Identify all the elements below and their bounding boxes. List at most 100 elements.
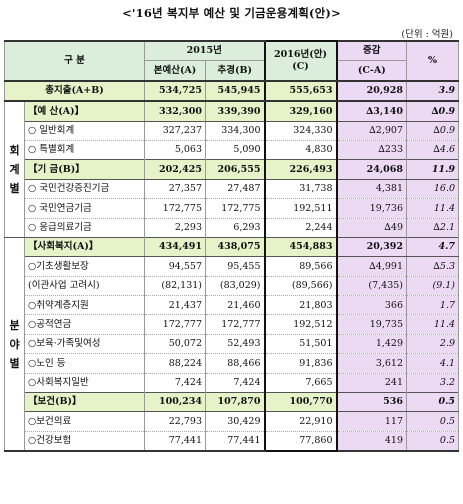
cell-percent: 2.9 [406, 333, 460, 355]
cell-percent: 11.4 [406, 314, 460, 335]
cell-budget: 94,557 [144, 256, 207, 277]
cell-budget: 534,725 [144, 80, 207, 103]
cell-supplementary: 77,441 [205, 430, 266, 453]
cell-2016: 555,653 [263, 80, 338, 103]
row-label: 【보건(B)】 [23, 392, 146, 413]
row-label: ○보육·가족및여성 [23, 333, 146, 355]
budget-table: 구 분 2015년 2016년(안) (C) 증감 % 본예산(A) 추경(B)… [3, 40, 460, 453]
cell-2016: 77,860 [263, 430, 338, 453]
cell-change: 20,928 [336, 80, 408, 103]
header-change-formula: (C-A) [336, 60, 408, 82]
cell-budget: 88,224 [144, 353, 207, 374]
table-title: <'16년 복지부 예산 및 기금운용계획(안)> [122, 6, 341, 20]
cell-percent: 16.0 [406, 178, 460, 200]
cell-2016: 21,803 [263, 295, 338, 316]
table-row: ○ 일반회계 327,237 334,300 324,330 ∆2,907 ∆0… [5, 120, 460, 141]
cell-2016: 226,493 [263, 159, 338, 180]
row-label: ○ 특별회계 [23, 139, 146, 161]
table-row: ○노인 등 88,224 88,466 91,836 3,612 4.1 [5, 353, 460, 374]
header-2016: 2016년(안) (C) [263, 40, 338, 82]
header-category: 구 분 [3, 40, 146, 82]
cell-2016: 2,244 [263, 217, 338, 238]
cell-supplementary: 21,460 [205, 295, 266, 316]
cell-change: ∆2,907 [336, 120, 408, 141]
cell-change: 24,068 [336, 159, 408, 180]
cell-percent: ∆2.1 [406, 217, 460, 238]
table-row: 분야별 【사회복지(A)】 434,491 438,075 454,883 20… [4, 236, 460, 453]
row-label: (이관사업 고려시) [23, 275, 146, 297]
cell-change: ∆233 [336, 139, 408, 161]
table-row: ○보육·가족및여성 50,072 52,493 51,501 1,429 2.9 [5, 333, 460, 355]
table-row: ○취약계층지원 21,437 21,460 21,803 366 1.7 [5, 295, 460, 316]
table-row: 【기 금(B)】 202,425 206,555 226,493 24,068 … [5, 159, 460, 180]
cell-budget: 27,357 [144, 178, 207, 200]
cell-percent: 11.9 [406, 159, 460, 180]
header-change: 증감 [336, 40, 408, 62]
cell-change: 536 [336, 392, 408, 413]
table-row: ○공적연금 172,777 172,777 192,512 19,735 11.… [5, 314, 460, 335]
cell-change: (7,435) [336, 275, 408, 297]
row-label: 【예 산(A)】 [23, 100, 146, 122]
cell-supplementary: 438,075 [205, 236, 266, 258]
cell-change: 3,612 [336, 353, 408, 374]
cell-budget: 100,234 [144, 392, 207, 413]
cell-2016: 31,738 [263, 178, 338, 200]
cell-supplementary: 30,429 [205, 411, 266, 432]
cell-2016: 51,501 [263, 333, 338, 355]
table-row: ○ 응급의료기금 2,293 6,293 2,244 ∆49 ∆2.1 [5, 217, 460, 238]
cell-percent: 0.5 [406, 411, 460, 432]
header-2016-line1: 2016년(안) [274, 49, 327, 61]
cell-percent: ∆4.6 [406, 139, 460, 161]
cell-supplementary: 339,390 [205, 100, 266, 122]
group-label-accounting: 회계별 [4, 100, 25, 238]
cell-supplementary: 334,300 [205, 120, 266, 141]
header-supplementary: 추경(B) [205, 60, 266, 82]
unit-note: (단위 : 억원) [401, 29, 453, 40]
cell-percent: 0.5 [406, 430, 460, 453]
cell-percent: 3.2 [406, 372, 460, 394]
cell-2016: 192,512 [263, 314, 338, 335]
cell-supplementary: 88,466 [205, 353, 266, 374]
cell-supplementary: 206,555 [205, 159, 266, 180]
row-label: ○기초생활보장 [23, 256, 146, 277]
cell-change: 19,735 [336, 314, 408, 335]
row-label: ○건강보험 [23, 430, 146, 453]
row-label: 총지출(A+B) [3, 80, 146, 103]
row-label: ○공적연금 [23, 314, 146, 335]
row-label: ○보건의료 [23, 411, 146, 432]
cell-supplementary: 7,424 [205, 372, 266, 394]
row-label: ○ 국민건강증진기금 [23, 178, 146, 200]
row-label: ○ 국민연금기금 [23, 198, 146, 219]
header-2015: 2015년 [144, 40, 266, 62]
cell-change: 366 [336, 295, 408, 316]
cell-percent: 0.5 [406, 392, 460, 413]
cell-budget: 434,491 [144, 236, 207, 258]
cell-supplementary: 52,493 [205, 333, 266, 355]
cell-percent: ∆0.9 [406, 120, 460, 141]
table-row: ○ 국민연금기금 172,775 172,775 192,511 19,736 … [5, 198, 460, 219]
header-2016-line2: (C) [292, 60, 309, 72]
cell-change: 4,381 [336, 178, 408, 200]
row-label: ○사회복지일반 [23, 372, 146, 394]
cell-change: ∆49 [336, 217, 408, 238]
cell-percent: ∆5.3 [406, 256, 460, 277]
cell-supplementary: 172,777 [205, 314, 266, 335]
table-row: ○ 특별회계 5,063 5,090 4,830 ∆233 ∆4.6 [5, 139, 460, 161]
cell-budget: 332,300 [144, 100, 207, 122]
header-change-line1: 증감 [363, 45, 381, 57]
cell-2016: 454,883 [263, 236, 338, 258]
cell-percent: 3.9 [406, 80, 460, 103]
cell-budget: (82,131) [144, 275, 207, 297]
header-budget: 본예산(A) [144, 60, 207, 82]
cell-change: 19,736 [336, 198, 408, 219]
cell-2016: 89,566 [263, 256, 338, 277]
cell-supplementary: (83,029) [205, 275, 266, 297]
cell-change: 419 [336, 430, 408, 453]
cell-supplementary: 172,775 [205, 198, 266, 219]
cell-2016: (89,566) [263, 275, 338, 297]
cell-budget: 21,437 [144, 295, 207, 316]
row-label: 【기 금(B)】 [23, 159, 146, 180]
cell-percent: 11.4 [406, 198, 460, 219]
cell-supplementary: 545,945 [205, 80, 266, 103]
cell-change: ∆3,140 [336, 100, 408, 122]
